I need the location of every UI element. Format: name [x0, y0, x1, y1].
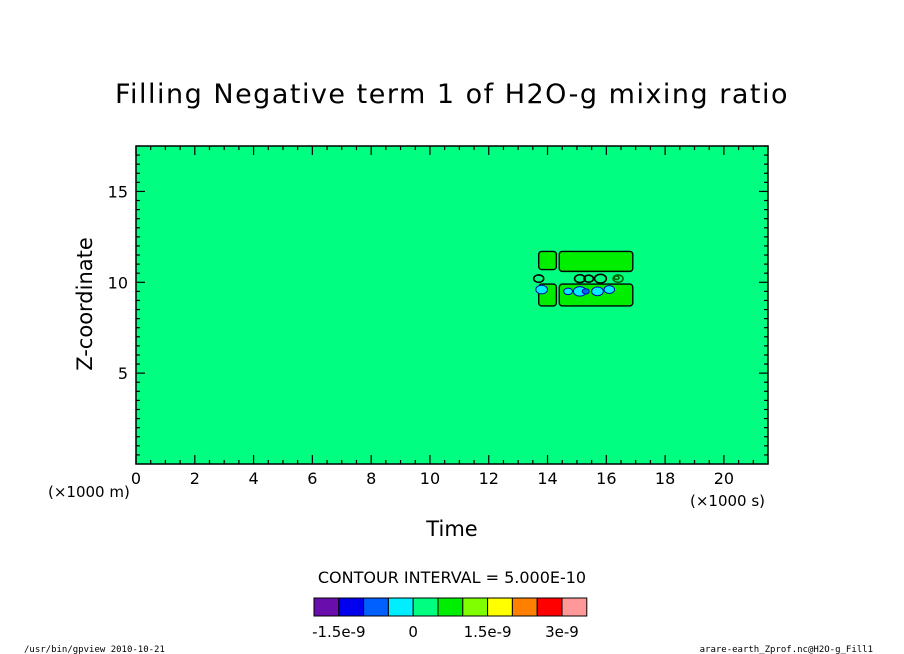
contour-ring-12: [583, 274, 595, 283]
contour-blob-5: [563, 287, 574, 296]
colorbar-cell: [313, 597, 340, 617]
plot-area: [135, 145, 769, 465]
contour-ring-10: [532, 274, 545, 284]
contour-blob-8: [591, 286, 604, 297]
contour-blob-9: [603, 285, 616, 294]
colorbar-cell: [412, 597, 439, 617]
contour-blob-7: [581, 288, 590, 295]
x-tick-label: 8: [366, 469, 376, 488]
contour-ring-14: [612, 274, 624, 284]
x-tick-label: 10: [420, 469, 440, 488]
colorbar-tick-label: 3e-9: [545, 623, 579, 641]
plot-frame: [135, 145, 769, 465]
y-tick-label: 15: [108, 182, 128, 201]
x-tick-label: 20: [714, 469, 734, 488]
y-axis-label: Z-coordinate: [73, 237, 97, 371]
x-tick-label: 4: [248, 469, 258, 488]
footer-left: /usr/bin/gpview 2010-10-21: [24, 645, 165, 654]
colorbar-cell: [437, 597, 464, 617]
colorbar-cell: [387, 597, 414, 617]
contour-region-0: [538, 250, 558, 271]
y-axis: 5 10 15: [108, 145, 768, 456]
colorbar-cell: [338, 597, 365, 617]
footer-right: arare-earth_Zprof.nc@H2O-g_Fill1: [700, 645, 873, 654]
contour-blob-4: [535, 284, 549, 295]
colorbar: -1.5e-9 0 1.5e-9 3e-9: [312, 597, 588, 641]
x-tick-label: 16: [596, 469, 616, 488]
x-tick-label: 12: [479, 469, 499, 488]
y-tick-label: 10: [108, 273, 128, 292]
x-axis-label: Time: [425, 517, 477, 541]
contour-interval-label: CONTOUR INTERVAL = 5.000E-10: [318, 568, 586, 587]
x-axis: 0 2 4 6 8 10 12 14 16 18 20: [131, 146, 769, 488]
x-tick-label: 18: [655, 469, 675, 488]
contour-region-1: [558, 250, 634, 273]
colorbar-cell: [536, 597, 563, 617]
colorbar-tick-label: -1.5e-9: [312, 623, 365, 641]
colorbar-tick-label: 1.5e-9: [464, 623, 512, 641]
y-unit-label: (×1000 m): [48, 483, 130, 501]
x-tick-label: 0: [131, 469, 141, 488]
colorbar-cell: [487, 597, 513, 617]
y-tick-label: 5: [118, 364, 128, 383]
x-tick-label: 14: [537, 469, 557, 488]
colorbar-tick-label: 0: [408, 623, 418, 641]
colorbar-cell: [363, 597, 389, 617]
colorbar-cell: [462, 597, 489, 617]
colorbar-cell: [511, 597, 538, 617]
contour-ring-15: [613, 275, 620, 281]
plot-background: [136, 146, 768, 464]
x-tick-label: 6: [307, 469, 317, 488]
chart-title: Filling Negative term 1 of H2O-g mixing …: [115, 79, 789, 110]
x-unit-label: (×1000 s): [690, 492, 765, 510]
colorbar-cell: [561, 597, 588, 617]
contour-ring-11: [573, 273, 586, 284]
x-tick-label: 2: [190, 469, 200, 488]
contour-ring-13: [593, 273, 608, 284]
